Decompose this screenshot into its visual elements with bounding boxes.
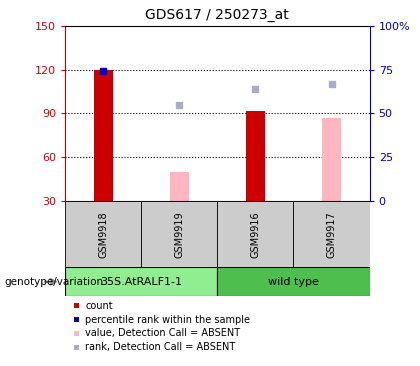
Text: percentile rank within the sample: percentile rank within the sample [85, 314, 250, 325]
Bar [218, 201, 294, 267]
Bar [65, 201, 141, 267]
Text: genotype/variation: genotype/variation [4, 277, 103, 287]
Text: GSM9919: GSM9919 [174, 211, 184, 258]
Bar [65, 267, 218, 296]
Text: count: count [85, 300, 113, 311]
Bar [218, 267, 370, 296]
Title: GDS617 / 250273_at: GDS617 / 250273_at [145, 8, 289, 22]
Bar [94, 70, 113, 201]
Bar [74, 331, 79, 336]
Text: GSM9918: GSM9918 [98, 211, 108, 258]
Bar [74, 317, 79, 322]
Bar [322, 118, 341, 201]
Bar [294, 201, 370, 267]
Text: rank, Detection Call = ABSENT: rank, Detection Call = ABSENT [85, 342, 236, 352]
Bar [246, 111, 265, 201]
Bar [141, 201, 218, 267]
Text: value, Detection Call = ABSENT: value, Detection Call = ABSENT [85, 328, 240, 339]
Text: 35S.AtRALF1-1: 35S.AtRALF1-1 [100, 277, 182, 287]
Bar [74, 345, 79, 350]
Bar [170, 172, 189, 201]
Text: GSM9916: GSM9916 [250, 211, 260, 258]
Bar [74, 303, 79, 308]
Text: GSM9917: GSM9917 [326, 211, 336, 258]
Text: wild type: wild type [268, 277, 319, 287]
